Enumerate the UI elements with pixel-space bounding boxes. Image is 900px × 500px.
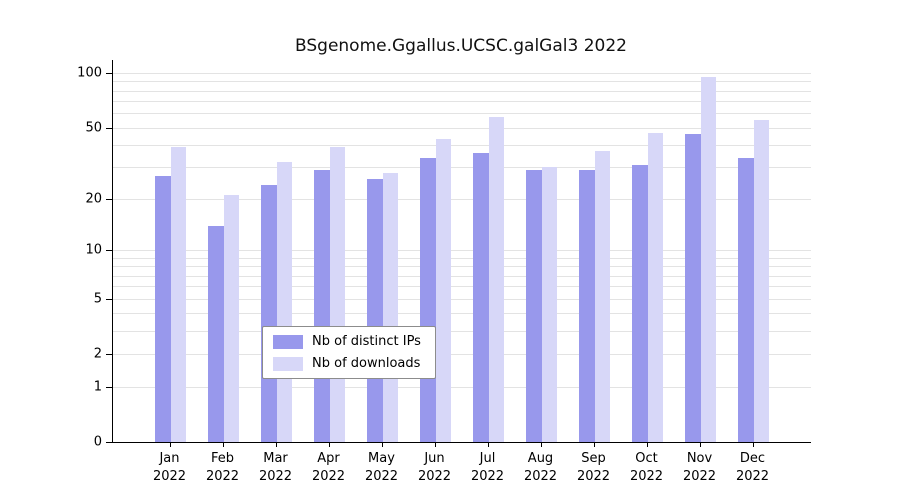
bar-downloads (753, 120, 769, 442)
gridline (113, 386, 811, 388)
bar-distinct-ips (526, 170, 542, 442)
bar-downloads (647, 132, 663, 442)
bar-distinct-ips (155, 175, 171, 442)
gridline (113, 286, 811, 288)
x-tick-mark (699, 442, 701, 447)
bar-downloads (382, 172, 398, 442)
bar-distinct-ips (579, 170, 595, 442)
x-tick-mark (593, 442, 595, 447)
legend-swatch-distinct-ips (273, 334, 303, 349)
gridline (113, 313, 811, 315)
y-tick-label: 2 (93, 346, 102, 362)
legend-swatch-downloads (273, 356, 303, 371)
x-tick-mark (222, 442, 224, 447)
legend: Nb of distinct IPs Nb of downloads (262, 326, 436, 379)
gridline (113, 101, 811, 103)
x-tick-label: Dec 2022 (735, 451, 770, 484)
y-tick-mark (106, 298, 112, 300)
gridline (113, 127, 811, 129)
gridline (113, 145, 811, 147)
x-tick-mark (752, 442, 754, 447)
gridline (113, 198, 811, 200)
bar-downloads (488, 117, 504, 442)
x-tick-label: Sep 2022 (576, 451, 611, 484)
x-tick-mark (434, 442, 436, 447)
gridline (113, 81, 811, 83)
bar-distinct-ips (632, 164, 648, 442)
bar-downloads (435, 139, 451, 442)
bar-distinct-ips (208, 225, 224, 442)
y-tick-mark (106, 386, 112, 388)
gridline (113, 298, 811, 300)
bar-downloads (329, 147, 345, 442)
y-tick-label: 10 (85, 242, 102, 258)
gridline (113, 354, 811, 356)
y-tick-mark (106, 127, 112, 129)
gridline (113, 73, 811, 74)
bar-distinct-ips (367, 178, 383, 442)
x-tick-mark (275, 442, 277, 447)
y-tick-mark (106, 250, 112, 252)
x-tick-label: Mar 2022 (258, 451, 293, 484)
y-tick-label: 100 (77, 65, 102, 81)
y-tick-label: 5 (93, 291, 102, 307)
x-tick-mark (328, 442, 330, 447)
y-tick-label: 1 (93, 379, 102, 395)
x-tick-label: Jan 2022 (152, 451, 187, 484)
x-tick-label: Nov 2022 (682, 451, 717, 484)
gridline (113, 250, 811, 252)
x-tick-mark (487, 442, 489, 447)
bar-distinct-ips (738, 157, 754, 442)
bar-downloads (594, 151, 610, 442)
gridline (113, 167, 811, 169)
x-tick-mark (646, 442, 648, 447)
gridline (113, 266, 811, 268)
bar-distinct-ips (420, 157, 436, 442)
legend-item-distinct-ips: Nb of distinct IPs (273, 334, 421, 349)
gridline (113, 257, 811, 259)
chart-title: BSgenome.Ggallus.UCSC.galGal3 2022 (295, 36, 627, 56)
y-tick-mark (106, 354, 112, 356)
x-tick-mark (169, 442, 171, 447)
gridline (113, 275, 811, 277)
y-tick-mark (106, 442, 112, 443)
x-tick-label: Aug 2022 (523, 451, 558, 484)
x-tick-label: Jul 2022 (470, 451, 505, 484)
bar-downloads (170, 147, 186, 442)
y-tick-mark (106, 73, 112, 74)
bar-distinct-ips (473, 153, 489, 442)
bar-downloads (223, 194, 239, 442)
x-tick-mark (540, 442, 542, 447)
bar-distinct-ips (314, 170, 330, 442)
y-tick-mark (106, 198, 112, 200)
y-tick-label: 0 (93, 434, 102, 450)
x-tick-label: Apr 2022 (311, 451, 346, 484)
bar-downloads (276, 162, 292, 442)
y-tick-label: 50 (85, 120, 102, 136)
gridline (113, 331, 811, 333)
x-tick-label: Feb 2022 (205, 451, 240, 484)
x-tick-label: Oct 2022 (629, 451, 664, 484)
gridline (113, 113, 811, 115)
x-tick-label: Jun 2022 (417, 451, 452, 484)
bar-distinct-ips (685, 134, 701, 442)
legend-label-distinct-ips: Nb of distinct IPs (312, 334, 421, 349)
bar-distinct-ips (261, 184, 277, 442)
bar-downloads (700, 77, 716, 442)
bar-downloads (541, 167, 557, 442)
legend-item-downloads: Nb of downloads (273, 356, 421, 371)
x-tick-mark (381, 442, 383, 447)
legend-label-downloads: Nb of downloads (312, 356, 421, 371)
y-tick-label: 20 (85, 191, 102, 207)
plot-area (112, 60, 811, 443)
x-tick-label: May 2022 (364, 451, 399, 484)
gridline (113, 90, 811, 92)
